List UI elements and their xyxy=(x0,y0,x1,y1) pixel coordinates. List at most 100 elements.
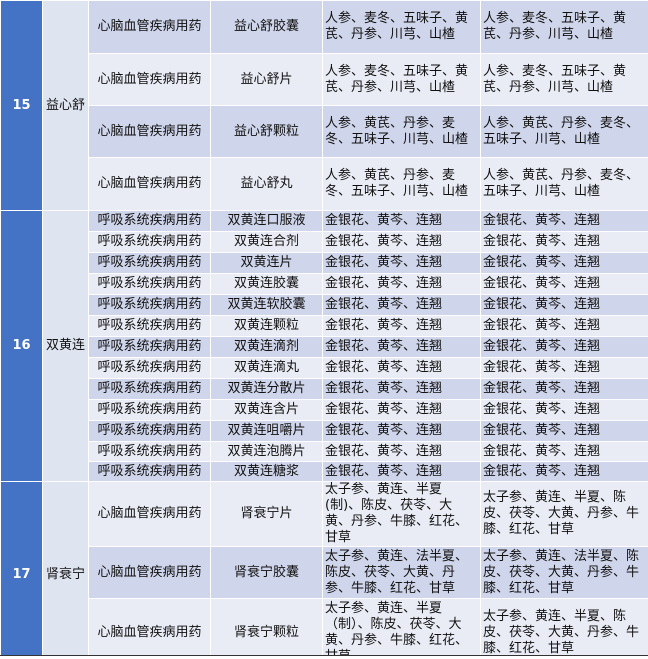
table-row: 呼吸系统疾病用药 双黄连咀嚼片 金银花、黄芩、连翘 金银花、黄芩、连翘 xyxy=(1,420,648,442)
category-cell: 心脑血管疾病用药 xyxy=(88,53,211,106)
group-name: 双黄连 xyxy=(42,210,89,482)
table-row: 心脑血管疾病用药 益心舒片 人参、麦冬、五味子、黄芪、丹参、川芎、山楂 人参、麦冬、五… xyxy=(1,53,648,106)
table-row: 呼吸系统疾病用药 双黄连分散片 金银花、黄芩、连翘 金银花、黄芩、连翘 xyxy=(1,378,648,400)
ingredients-standard-cell: 太子参、黄连、半夏、陈皮、茯苓、大黄、丹参、牛膝、红花、甘草 xyxy=(480,481,648,547)
product-cell: 双黄连泡腾片 xyxy=(210,441,323,462)
ingredients-cell: 金银花、黄芩、连翘 xyxy=(322,357,481,379)
ingredients-cell: 金银花、黄芩、连翘 xyxy=(322,294,481,316)
table-bottom-border xyxy=(0,655,648,659)
product-cell: 双黄连分散片 xyxy=(210,378,323,400)
ingredients-cell: 金银花、黄芩、连翘 xyxy=(322,441,481,462)
category-cell: 心脑血管疾病用药 xyxy=(88,598,211,659)
ingredients-cell: 人参、黄芪、丹参、麦冬、五味子、川芎、山楂 xyxy=(322,105,481,158)
table-row: 16 双黄连 呼吸系统疾病用药 双黄连口服液 金银花、黄芩、连翘 金银花、黄芩、连翘 xyxy=(0,210,648,482)
category-cell: 呼吸系统疾病用药 xyxy=(88,294,211,316)
ingredients-standard-cell: 人参、麦冬、五味子、黄芪、丹参、川芎、山楂 xyxy=(480,53,648,106)
ingredients-standard-cell: 金银花、黄芩、连翘 xyxy=(480,399,648,421)
ingredients-standard-cell: 金银花、黄芩、连翘 xyxy=(480,378,648,400)
group-number: 16 xyxy=(0,210,43,482)
category-cell: 心脑血管疾病用药 xyxy=(88,481,211,547)
table-row: 呼吸系统疾病用药 双黄连滴剂 金银花、黄芩、连翘 金银花、黄芩、连翘 xyxy=(1,336,648,358)
product-cell: 肾衰宁颗粒 xyxy=(210,598,323,659)
ingredients-standard-cell: 金银花、黄芩、连翘 xyxy=(480,210,648,232)
product-cell: 双黄连口服液 xyxy=(210,210,323,232)
category-cell: 心脑血管疾病用药 xyxy=(88,546,211,599)
category-cell: 呼吸系统疾病用药 xyxy=(88,336,211,358)
category-cell: 呼吸系统疾病用药 xyxy=(88,210,211,232)
ingredients-cell: 太子参、黄连、法半夏、陈皮、茯苓、大黄、丹参、牛膝、红花、甘草 xyxy=(322,546,481,599)
product-cell: 肾衰宁胶囊 xyxy=(210,546,323,599)
product-cell: 双黄连糖浆 xyxy=(210,461,323,482)
category-cell: 呼吸系统疾病用药 xyxy=(88,399,211,421)
ingredients-cell: 金银花、黄芩、连翘 xyxy=(322,210,481,232)
ingredients-cell: 太子参、黄连、半夏(制)、陈皮、茯苓、大黄、丹参、牛膝、红花、甘草 xyxy=(322,481,481,547)
table-row: 呼吸系统疾病用药 双黄连颗粒 金银花、黄芩、连翘 金银花、黄芩、连翘 xyxy=(1,315,648,337)
ingredients-cell: 人参、麦冬、五味子、黄芪、丹参、川芎、山楂 xyxy=(322,0,481,54)
ingredients-cell: 金银花、黄芩、连翘 xyxy=(322,378,481,400)
ingredients-standard-cell: 金银花、黄芩、连翘 xyxy=(480,315,648,337)
product-cell: 双黄连胶囊 xyxy=(210,273,323,295)
category-cell: 心脑血管疾病用药 xyxy=(88,105,211,158)
ingredients-cell: 人参、麦冬、五味子、黄芪、丹参、川芎、山楂 xyxy=(322,53,481,106)
category-cell: 呼吸系统疾病用药 xyxy=(88,231,211,253)
ingredients-cell: 金银花、黄芩、连翘 xyxy=(322,252,481,274)
table-row: 心脑血管疾病用药 肾衰宁胶囊 太子参、黄连、法半夏、陈皮、茯苓、大黄、丹参、牛膝、红… xyxy=(1,546,648,599)
ingredients-standard-cell: 太子参、黄连、法半夏、陈皮、茯苓、大黄、丹参、牛膝、红花、甘草 xyxy=(480,546,648,599)
ingredients-cell: 金银花、黄芩、连翘 xyxy=(322,231,481,253)
table-row: 呼吸系统疾病用药 双黄连滴丸 金银花、黄芩、连翘 金银花、黄芩、连翘 xyxy=(1,357,648,379)
table-row: 心脑血管疾病用药 益心舒颗粒 人参、黄芪、丹参、麦冬、五味子、川芎、山楂 人参、黄芪、… xyxy=(1,105,648,158)
product-cell: 肾衰宁片 xyxy=(210,481,323,547)
ingredients-standard-cell: 金银花、黄芩、连翘 xyxy=(480,441,648,462)
product-cell: 双黄连含片 xyxy=(210,399,323,421)
group-number: 15 xyxy=(0,0,43,211)
product-cell: 益心舒片 xyxy=(210,53,323,106)
ingredients-standard-cell: 金银花、黄芩、连翘 xyxy=(480,420,648,442)
category-cell: 呼吸系统疾病用药 xyxy=(88,252,211,274)
product-cell: 益心舒丸 xyxy=(210,157,323,211)
product-cell: 双黄连软胶囊 xyxy=(210,294,323,316)
table-row: 呼吸系统疾病用药 双黄连含片 金银花、黄芩、连翘 金银花、黄芩、连翘 xyxy=(1,399,648,421)
table-row: 呼吸系统疾病用药 双黄连合剂 金银花、黄芩、连翘 金银花、黄芩、连翘 xyxy=(1,231,648,253)
product-cell: 双黄连滴剂 xyxy=(210,336,323,358)
category-cell: 呼吸系统疾病用药 xyxy=(88,315,211,337)
ingredients-standard-cell: 人参、黄芪、丹参、麦冬、五味子、川芎、山楂 xyxy=(480,157,648,211)
ingredients-standard-cell: 金银花、黄芩、连翘 xyxy=(480,252,648,274)
ingredients-standard-cell: 太子参、黄连、半夏、陈皮、茯苓、大黄、丹参、牛膝、红花、甘草 xyxy=(480,598,648,659)
ingredients-cell: 人参、黄芪、丹参、麦冬、五味子、川芎、山楂 xyxy=(322,157,481,211)
ingredients-standard-cell: 金银花、黄芩、连翘 xyxy=(480,231,648,253)
product-cell: 双黄连合剂 xyxy=(210,231,323,253)
ingredients-cell: 金银花、黄芩、连翘 xyxy=(322,420,481,442)
category-cell: 呼吸系统疾病用药 xyxy=(88,441,211,462)
table-row: 呼吸系统疾病用药 双黄连糖浆 金银花、黄芩、连翘 金银花、黄芩、连翘 xyxy=(1,461,648,482)
ingredients-cell: 太子参、黄连、半夏（制）、陈皮、茯苓、大黄、丹参、牛膝、红花、甘草 xyxy=(322,598,481,659)
group-name: 益心舒 xyxy=(42,0,89,211)
category-cell: 呼吸系统疾病用药 xyxy=(88,461,211,482)
table-row: 呼吸系统疾病用药 双黄连泡腾片 金银花、黄芩、连翘 金银花、黄芩、连翘 xyxy=(1,441,648,462)
group-name: 肾衰宁 xyxy=(42,481,89,659)
table-row: 呼吸系统疾病用药 双黄连片 金银花、黄芩、连翘 金银花、黄芩、连翘 xyxy=(1,252,648,274)
table-row: 呼吸系统疾病用药 双黄连胶囊 金银花、黄芩、连翘 金银花、黄芩、连翘 xyxy=(1,273,648,295)
category-cell: 呼吸系统疾病用药 xyxy=(88,357,211,379)
table-row: 15 益心舒 心脑血管疾病用药 益心舒胶囊 人参、麦冬、五味子、黄芪、丹参、川芎、山楂人… xyxy=(0,0,648,211)
product-cell: 双黄连片 xyxy=(210,252,323,274)
ingredients-standard-cell: 金银花、黄芩、连翘 xyxy=(480,336,648,358)
table-row: 呼吸系统疾病用药 双黄连软胶囊 金银花、黄芩、连翘 金银花、黄芩、连翘 xyxy=(1,294,648,316)
ingredients-cell: 金银花、黄芩、连翘 xyxy=(322,336,481,358)
category-cell: 心脑血管疾病用药 xyxy=(88,157,211,211)
product-cell: 益心舒颗粒 xyxy=(210,105,323,158)
product-cell: 双黄连颗粒 xyxy=(210,315,323,337)
table-row: 心脑血管疾病用药 肾衰宁颗粒 太子参、黄连、半夏（制）、陈皮、茯苓、大黄、丹参、牛膝… xyxy=(1,598,648,659)
ingredients-cell: 金银花、黄芩、连翘 xyxy=(322,315,481,337)
group-number: 17 xyxy=(0,481,43,659)
product-cell: 双黄连滴丸 xyxy=(210,357,323,379)
ingredients-standard-cell: 金银花、黄芩、连翘 xyxy=(480,273,648,295)
ingredients-standard-cell: 金银花、黄芩、连翘 xyxy=(480,461,648,482)
table-row: 心脑血管疾病用药 益心舒丸 人参、黄芪、丹参、麦冬、五味子、川芎、山楂 人参、黄芪、丹… xyxy=(1,157,648,211)
product-cell: 双黄连咀嚼片 xyxy=(210,420,323,442)
category-cell: 呼吸系统疾病用药 xyxy=(88,378,211,400)
ingredients-cell: 金银花、黄芩、连翘 xyxy=(322,399,481,421)
ingredients-cell: 金银花、黄芩、连翘 xyxy=(322,461,481,482)
ingredients-standard-cell: 金银花、黄芩、连翘 xyxy=(480,357,648,379)
